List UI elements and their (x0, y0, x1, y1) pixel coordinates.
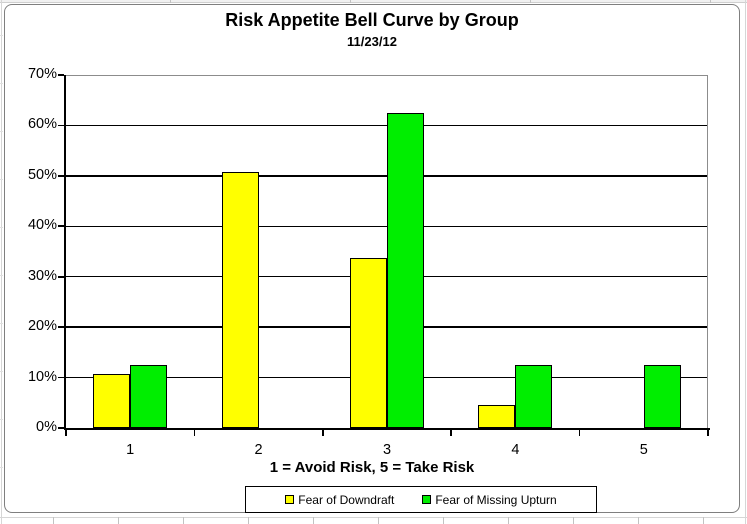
sheet-column-tick (573, 517, 574, 524)
y-tick-30% (58, 275, 64, 278)
plot-border-top (66, 75, 708, 77)
y-label-10%: 10% (27, 368, 57, 385)
x-label-1: 1 (126, 442, 135, 458)
legend-marker-fear-of-missing-upturn (422, 495, 432, 504)
bar-series2-cat3[interactable] (387, 112, 424, 428)
x-tick-1 (193, 430, 196, 436)
y-tick-40% (58, 225, 64, 228)
x-label-4: 4 (511, 442, 520, 458)
y-label-70%: 70% (27, 66, 57, 82)
legend-entry[interactable]: Fear of Missing Upturn (422, 492, 557, 507)
y-axis-line (64, 75, 66, 430)
y-tick-70% (58, 74, 64, 76)
sheet-column-tick (378, 517, 379, 524)
chart-subtitle: 11/23/12 (347, 34, 397, 49)
sheet-row-tick (0, 419, 3, 420)
bar-series1-cat3[interactable] (350, 257, 387, 428)
x-tick-5 (707, 430, 709, 436)
bar-series1-cat2[interactable] (221, 171, 259, 428)
x-tick-3 (450, 430, 452, 436)
bar-series1-cat1[interactable] (93, 374, 131, 428)
sheet-column-tick (638, 517, 639, 524)
plot-border-right (706, 75, 708, 428)
y-tick-50% (58, 175, 64, 177)
sheet-gridline-left (1, 0, 2, 524)
sheet-column-tick (53, 517, 54, 524)
sheet-column-tick (508, 517, 509, 524)
sheet-gridline-right (745, 0, 746, 524)
sheet-column-tick (313, 517, 314, 524)
sheet-column-tick (443, 517, 444, 524)
y-label-30%: 30% (27, 267, 57, 284)
x-axis-line (64, 428, 710, 430)
chart-title: Risk Appetite Bell Curve by Group (225, 10, 519, 30)
y-tick-60% (58, 124, 64, 127)
sheet-row-tick (0, 131, 3, 132)
bar-series2-cat1[interactable] (130, 364, 168, 428)
y-tick-20% (58, 326, 64, 328)
sheet-row-tick (0, 83, 3, 84)
y-label-50%: 50% (27, 166, 57, 183)
x-label-3: 3 (382, 442, 392, 458)
x-label-2: 2 (254, 442, 263, 458)
sheet-row-tick (0, 227, 3, 228)
x-axis-title: 1 = Avoid Risk, 5 = Take Risk (269, 459, 475, 476)
y-label-40%: 40% (27, 217, 57, 234)
x-label-5: 5 (639, 442, 648, 458)
sheet-row-tick (0, 323, 3, 324)
x-tick-4 (578, 430, 581, 436)
sheet-row-tick (0, 275, 3, 276)
sheet-column-tick (530, 0, 531, 3)
sheet-column-tick (183, 517, 184, 524)
bar-series2-cat4[interactable] (515, 364, 553, 428)
legend-marker-fear-of-downdraft (285, 495, 295, 504)
y-tick-0% (58, 427, 64, 429)
sheet-column-tick (248, 517, 249, 524)
sheet-gridline-bottom (0, 517, 747, 518)
y-label-60%: 60% (27, 116, 57, 133)
sheet-column-tick (118, 517, 119, 524)
bar-series1-cat4[interactable] (478, 405, 516, 428)
sheet-row-tick (0, 371, 3, 372)
sheet-column-tick (710, 0, 711, 3)
legend-label: Fear of Downdraft (298, 492, 395, 507)
legend-entry[interactable]: Fear of Downdraft (285, 493, 394, 507)
sheet-row-tick (0, 467, 3, 468)
sheet-column-tick (170, 0, 171, 3)
sheet-column-tick (350, 0, 351, 3)
plot-area[interactable] (64, 75, 710, 436)
sheet-row-tick (0, 35, 3, 36)
x-tick-0 (65, 430, 67, 436)
chart-object[interactable]: Risk Appetite Bell Curve by Group 11/23/… (4, 4, 740, 513)
legend-label: Fear of Missing Upturn (435, 492, 557, 507)
bar-series2-cat5[interactable] (643, 364, 681, 428)
y-tick-10% (58, 376, 64, 379)
y-label-20%: 20% (27, 318, 57, 335)
x-tick-2 (322, 430, 324, 436)
y-label-0%: 0% (36, 419, 57, 435)
sheet-gridline-top (0, 0, 747, 3)
legend[interactable]: Fear of Downdraft Fear of Missing Upturn (245, 486, 597, 513)
sheet-column-tick (703, 517, 704, 524)
sheet-row-tick (0, 179, 3, 180)
